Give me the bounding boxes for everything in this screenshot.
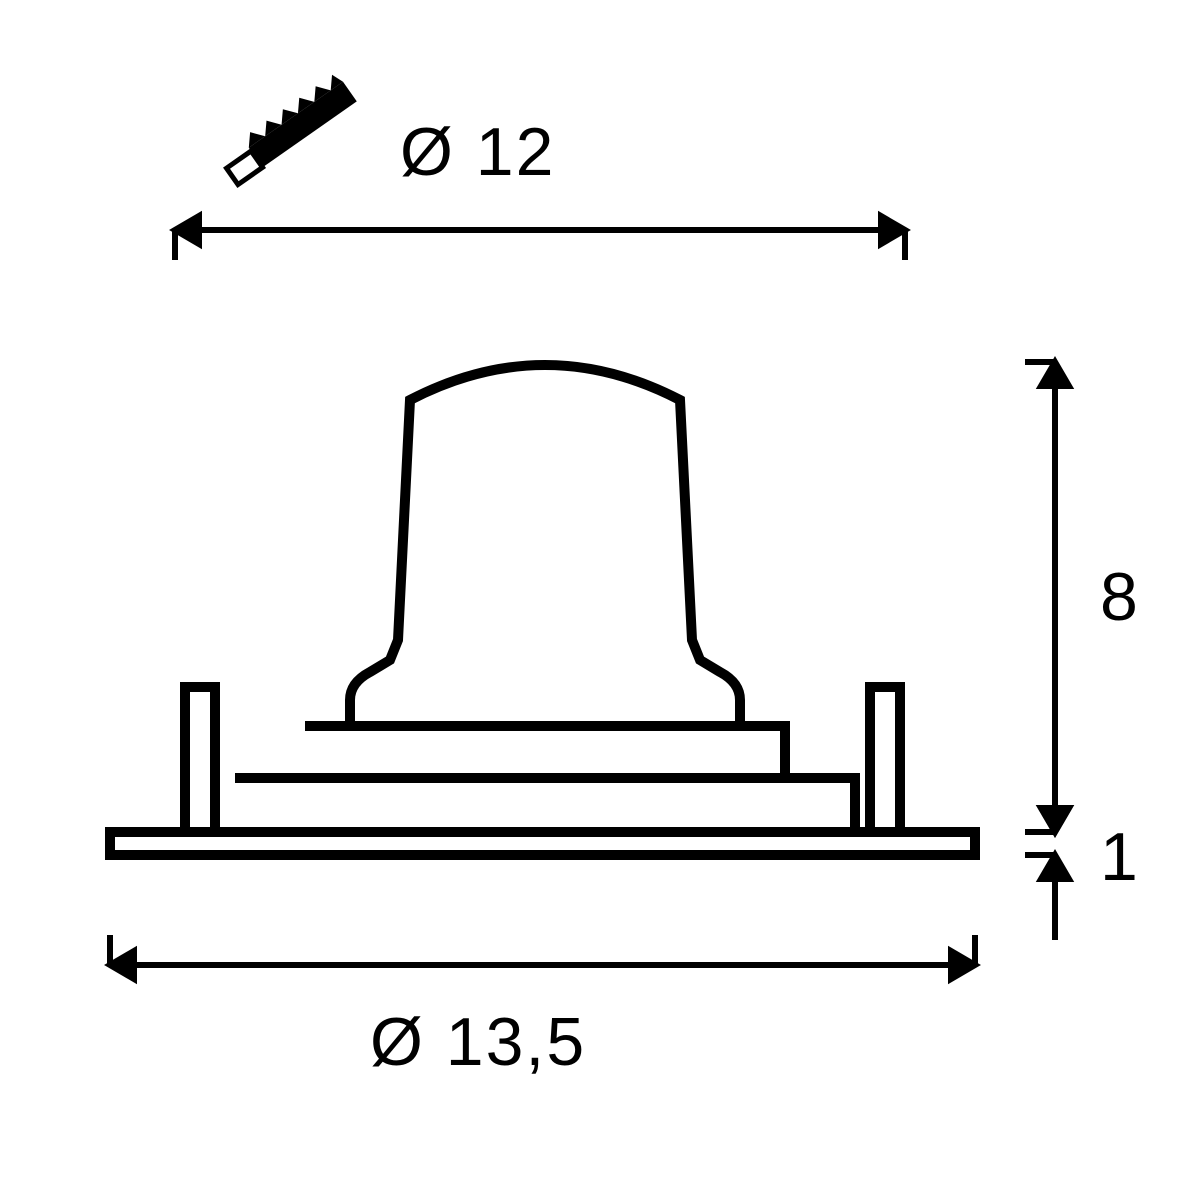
label-flange-thickness: 1: [1100, 819, 1140, 895]
clip-right: [870, 687, 900, 832]
label-height: 8: [1100, 559, 1140, 635]
saw-icon: [217, 72, 356, 185]
tier2: [235, 778, 855, 832]
tier1: [305, 726, 785, 778]
dim-flange-diameter: [110, 935, 975, 979]
fixture-outline: [110, 365, 975, 855]
dim-cutout-diameter: [175, 216, 905, 260]
dim-flange-thickness: [1025, 808, 1069, 940]
body-dome: [350, 365, 740, 726]
dim-height: [1025, 362, 1069, 832]
dimension-diagram: Ø 12 Ø 13,5 8 1: [0, 0, 1200, 1200]
label-cutout-diameter: Ø 12: [400, 114, 555, 190]
clip-left: [185, 687, 215, 832]
label-flange-diameter: Ø 13,5: [370, 1004, 586, 1080]
